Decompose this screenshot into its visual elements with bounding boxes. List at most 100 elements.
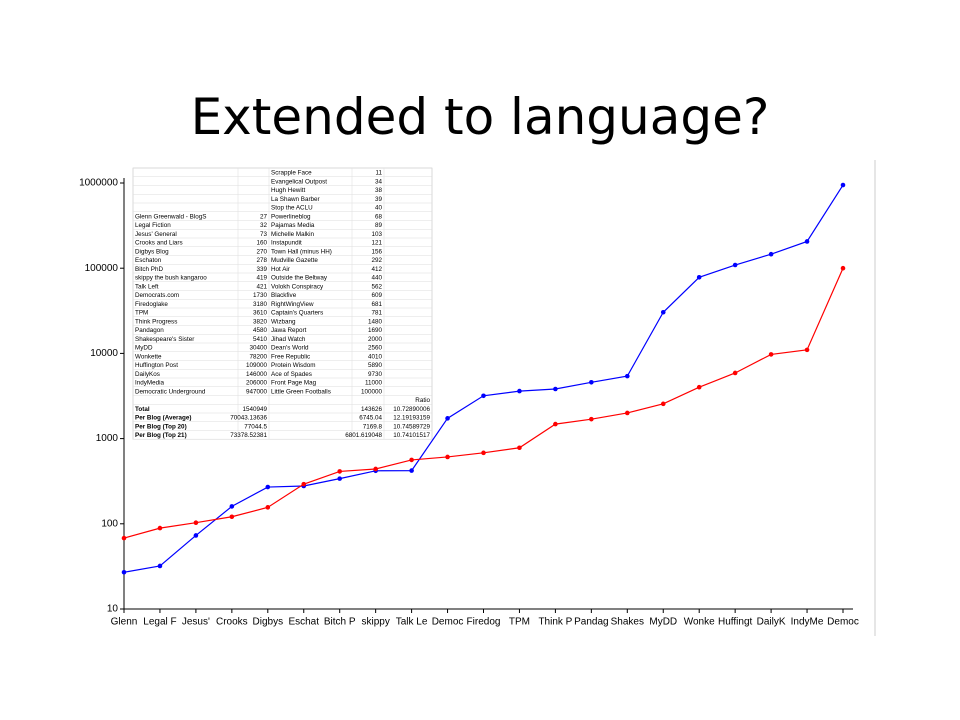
table-cell: DailyKos <box>135 371 160 378</box>
x-tick-label: Think P <box>538 617 572 628</box>
table-cell: Per Blog (Average) <box>135 415 191 422</box>
table-cell: 5410 <box>253 336 268 343</box>
table-cell: 609 <box>371 292 382 299</box>
table-cell: 7169.8 <box>363 423 383 430</box>
data-point <box>445 416 450 421</box>
table-cell: RightWingView <box>271 301 314 308</box>
table-cell: Outside the Beltway <box>271 275 328 282</box>
data-point <box>409 457 414 463</box>
table-cell: 30400 <box>249 345 267 352</box>
table-cell: TPM <box>135 310 148 317</box>
data-point <box>804 347 810 353</box>
y-tick-label: 10 <box>107 604 119 615</box>
table-cell: 78200 <box>249 353 267 360</box>
data-point <box>265 484 271 490</box>
data-point <box>804 239 810 244</box>
table-cell: 3820 <box>253 318 268 325</box>
x-tick-label: Jesus' <box>182 617 210 628</box>
table-cell: 10.72890006 <box>393 406 430 413</box>
x-tick-label: Legal F <box>143 617 176 628</box>
data-table: Scrapple Face 11 Evangelical Outpost 34 Hugh… <box>132 167 433 440</box>
table-background <box>132 167 433 440</box>
table-cell: 40 <box>375 205 383 212</box>
x-tick-label: Bitch P <box>324 617 356 628</box>
table-cell: Jihad Watch <box>271 336 306 343</box>
x-tick-label: Shakes <box>611 617 644 628</box>
data-point <box>121 569 127 575</box>
table-cell: 77044.5 <box>244 423 267 430</box>
table-cell: Instapundit <box>271 240 302 247</box>
table-cell: Evangelical Outpost <box>271 178 327 185</box>
data-point <box>840 265 846 271</box>
table-cell: 562 <box>371 283 382 290</box>
table-cell: 6745.04 <box>359 415 382 422</box>
table-cell: Shakespeare's Sister <box>135 336 194 343</box>
table-cell: Hugh Hewitt <box>271 187 306 194</box>
table-cell: 681 <box>371 301 382 308</box>
data-point <box>301 481 307 487</box>
table-cell: 421 <box>256 283 267 290</box>
table-cell: 10.74589729 <box>393 423 430 430</box>
data-point <box>696 274 702 280</box>
table-cell: Think Progress <box>135 318 177 325</box>
table-cell: Legal Fiction <box>135 222 171 229</box>
y-tick-label: 1000000 <box>79 178 118 189</box>
y-tick-label: 10000 <box>90 348 118 359</box>
y-tick-label: 100 <box>101 518 118 529</box>
x-tick-label: Democ <box>827 617 859 628</box>
table-cell: 143626 <box>361 406 383 413</box>
table-cell: Democratic Underground <box>135 388 206 395</box>
data-point <box>337 469 343 474</box>
table-cell: Pajamas Media <box>271 222 315 229</box>
table-cell: 39 <box>375 196 383 203</box>
table-cell: Little Green Footballs <box>271 388 331 395</box>
y-tick-label: 1000 <box>96 433 119 444</box>
data-point <box>517 445 522 451</box>
x-tick-label: Eschat <box>288 617 319 628</box>
data-point <box>517 388 522 394</box>
table-cell: Free Republic <box>271 353 310 360</box>
x-tick-label: Wonke <box>684 617 715 628</box>
table-cell: 1540949 <box>242 406 267 413</box>
table-cell: Stop the ACLU <box>271 205 313 212</box>
table-cell: Eschaton <box>135 257 162 264</box>
data-point <box>660 309 666 315</box>
table-cell: Mudville Gazette <box>271 257 318 264</box>
table-cell: 73378.52381 <box>230 432 267 439</box>
data-point <box>445 454 450 460</box>
table-cell: Glenn Greenwald - BlogS <box>135 213 206 220</box>
slide-title: Extended to language? <box>190 88 770 146</box>
table-cell: 270 <box>256 248 267 255</box>
table-cell: Jesus' General <box>135 231 177 238</box>
data-point <box>193 533 199 538</box>
table-cell: Town Hall (minus HH) <box>271 248 332 255</box>
table-cell: Total <box>135 406 150 413</box>
data-point <box>840 182 846 188</box>
data-point <box>553 421 558 427</box>
x-tick-label: Huffingt <box>718 617 753 628</box>
table-cell: 73 <box>260 231 268 238</box>
data-point <box>481 450 486 456</box>
table-cell: 12.19193159 <box>393 415 430 422</box>
data-point <box>373 466 378 472</box>
table-cell: 68 <box>375 213 383 220</box>
table-cell: Firedoglake <box>135 301 168 308</box>
table-cell: 6801.619048 <box>345 432 382 439</box>
data-point <box>553 386 558 392</box>
table-cell: Protein Wisdom <box>271 362 315 369</box>
table-cell: 100000 <box>361 388 383 395</box>
x-tick-label: skippy <box>361 617 389 628</box>
table-cell: Huffington Post <box>135 362 178 369</box>
table-cell: IndyMedia <box>135 380 165 387</box>
table-cell: 38 <box>375 187 383 194</box>
data-point <box>409 468 414 473</box>
data-point <box>660 401 666 407</box>
table-cell: 1690 <box>368 327 383 334</box>
table-cell: 121 <box>371 240 382 247</box>
table-cell: 109000 <box>246 362 268 369</box>
table-cell: 5890 <box>368 362 383 369</box>
table-cell: 206000 <box>246 380 268 387</box>
table-cell: 781 <box>371 310 382 317</box>
